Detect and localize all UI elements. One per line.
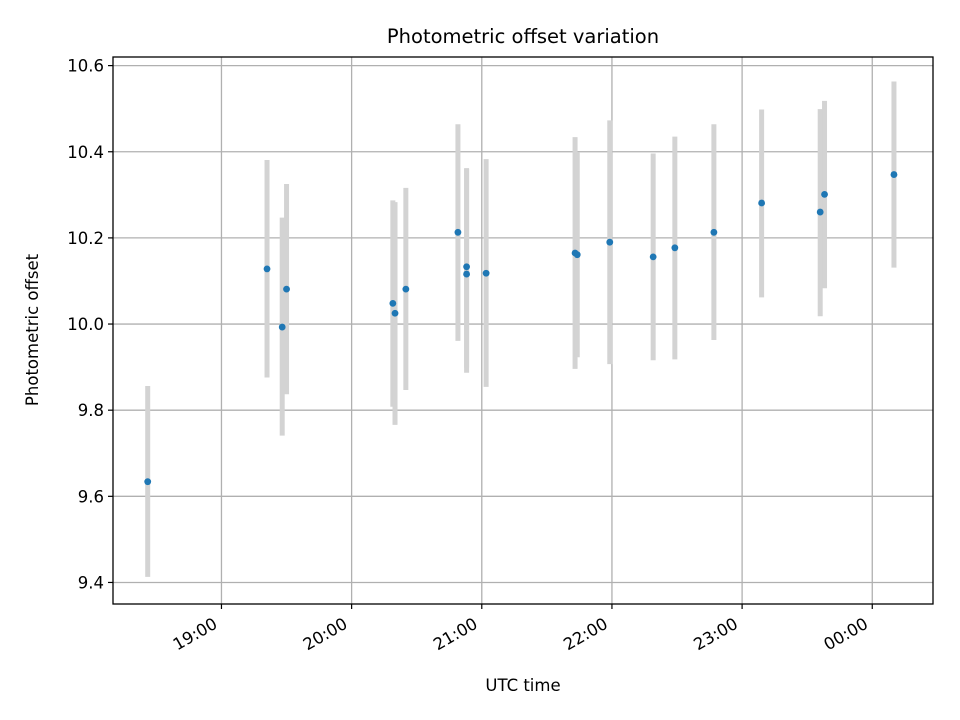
data-point [816, 208, 824, 216]
data-point [482, 269, 490, 277]
data-point [890, 171, 898, 178]
data-point [649, 253, 657, 261]
x-tick-label: 20:00 [300, 614, 351, 654]
x-tick-label: 22:00 [560, 614, 611, 654]
y-axis-label: Photometric offset [23, 253, 42, 406]
y-tick-label: 9.8 [78, 401, 104, 420]
error-bars [145, 81, 897, 577]
y-tick-label: 9.4 [78, 573, 104, 592]
x-axis-ticks: 19:00 20:00 21:00 22:00 23:00 00:00 [170, 604, 873, 654]
x-tick-label: 23:00 [690, 614, 741, 654]
y-tick-label: 10.6 [67, 57, 104, 76]
data-point [283, 285, 290, 293]
data-points [144, 171, 898, 486]
data-point [671, 244, 679, 252]
x-axis-label: UTC time [485, 676, 560, 695]
data-point [463, 270, 470, 278]
x-tick-label: 21:00 [430, 614, 481, 654]
data-point [278, 323, 286, 331]
grid [113, 57, 933, 604]
data-point [389, 299, 397, 307]
data-point [402, 285, 410, 293]
plot-area-frame [112, 56, 934, 605]
data-point [758, 199, 766, 207]
data-point [463, 263, 470, 271]
data-point [391, 309, 399, 317]
y-axis-ticks: 9.4 9.6 9.8 10.0 10.2 10.4 10.6 [67, 57, 113, 592]
data-point [710, 228, 718, 236]
x-tick-label: 00:00 [821, 614, 872, 654]
data-point [263, 265, 271, 273]
data-point [573, 251, 581, 259]
y-tick-label: 10.0 [67, 315, 104, 334]
data-point [821, 190, 828, 198]
y-tick-label: 9.6 [78, 487, 104, 506]
y-tick-label: 10.2 [67, 229, 104, 248]
data-point [144, 478, 152, 486]
y-tick-label: 10.4 [67, 143, 104, 162]
data-point [606, 238, 614, 246]
data-point [454, 228, 462, 236]
x-tick-label: 19:00 [170, 614, 221, 654]
chart-title: Photometric offset variation [387, 25, 659, 48]
